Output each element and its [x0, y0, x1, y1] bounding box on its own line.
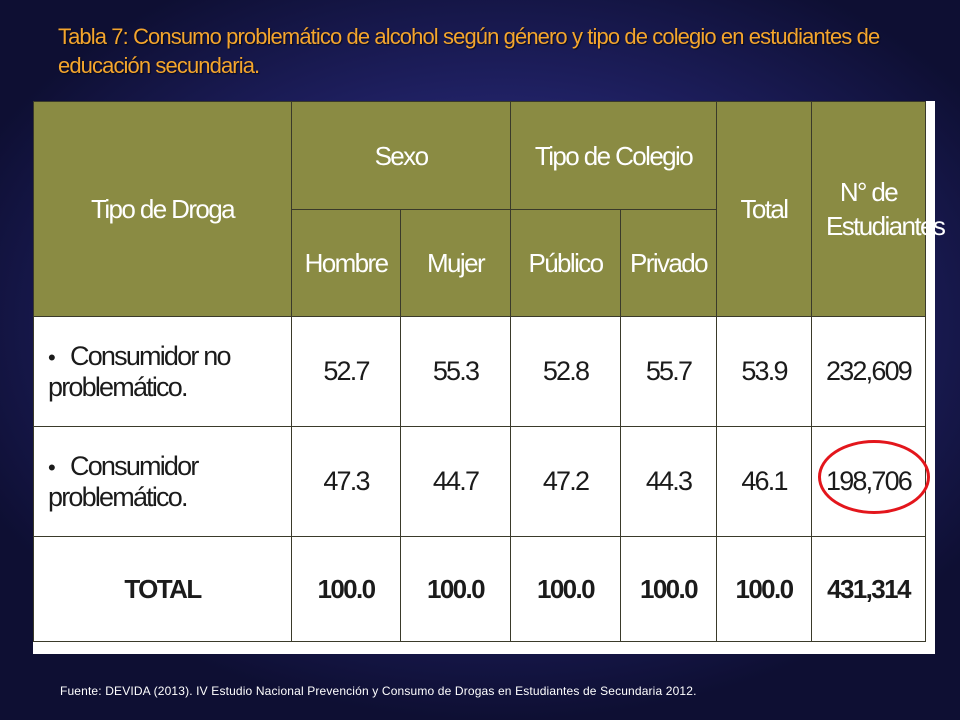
- total-row: TOTAL 100.0 100.0 100.0 100.0 100.0 431,…: [33, 536, 926, 642]
- header-hombre: Hombre: [291, 209, 401, 317]
- total-label: TOTAL: [33, 536, 292, 642]
- header-mujer: Mujer: [400, 209, 511, 317]
- total-privado: 100.0: [620, 536, 717, 642]
- cell-privado: 55.7: [620, 316, 717, 427]
- bullet: •: [48, 454, 56, 480]
- cell-mujer: 55.3: [400, 316, 511, 427]
- slide-title: Tabla 7: Consumo problemático de alcohol…: [58, 24, 880, 78]
- header-tipo-droga: Tipo de Droga: [33, 101, 292, 317]
- total-hombre: 100.0: [291, 536, 401, 642]
- table-image: Tipo de Droga Sexo Tipo de Colegio Total…: [33, 101, 946, 654]
- cell-publico: 52.8: [510, 316, 621, 427]
- header-sexo: Sexo: [291, 101, 511, 210]
- total-total: 100.0: [716, 536, 812, 642]
- source-note: Fuente: DEVIDA (2013). IV Estudio Nacion…: [60, 684, 697, 698]
- bullet: •: [48, 344, 56, 370]
- row-label: Consumidor no problemático.: [48, 340, 232, 402]
- total-publico: 100.0: [510, 536, 621, 642]
- header-publico: Público: [510, 209, 621, 317]
- cell-total: 46.1: [716, 426, 812, 537]
- header-n-estudiantes: N° de Estudiantes: [811, 101, 946, 317]
- cell-mujer: 44.7: [400, 426, 511, 537]
- data-table: Tipo de Droga Sexo Tipo de Colegio Total…: [33, 101, 946, 642]
- table-row: • Consumidor no problemático. 52.7 55.3 5…: [33, 316, 926, 427]
- cell-privado: 44.3: [620, 426, 717, 537]
- table-row: • Consumidor problemático. 47.3 44.7 47.2…: [33, 426, 926, 537]
- highlight-circle: [818, 440, 930, 514]
- total-mujer: 100.0: [400, 536, 511, 642]
- row-label: Consumidor problemático.: [48, 450, 199, 512]
- header-total: Total: [716, 101, 812, 317]
- total-n-estudiantes: 431,314: [811, 536, 926, 642]
- cell-publico: 47.2: [510, 426, 621, 537]
- cell-total: 53.9: [716, 316, 812, 427]
- row-label-cell: • Consumidor problemático.: [33, 426, 292, 537]
- header-privado: Privado: [620, 209, 717, 317]
- row-label-cell: • Consumidor no problemático.: [33, 316, 292, 427]
- cell-hombre: 52.7: [291, 316, 401, 427]
- cell-hombre: 47.3: [291, 426, 401, 537]
- cell-n-estudiantes: 232,609: [811, 316, 926, 427]
- header-tipo-colegio: Tipo de Colegio: [510, 101, 717, 210]
